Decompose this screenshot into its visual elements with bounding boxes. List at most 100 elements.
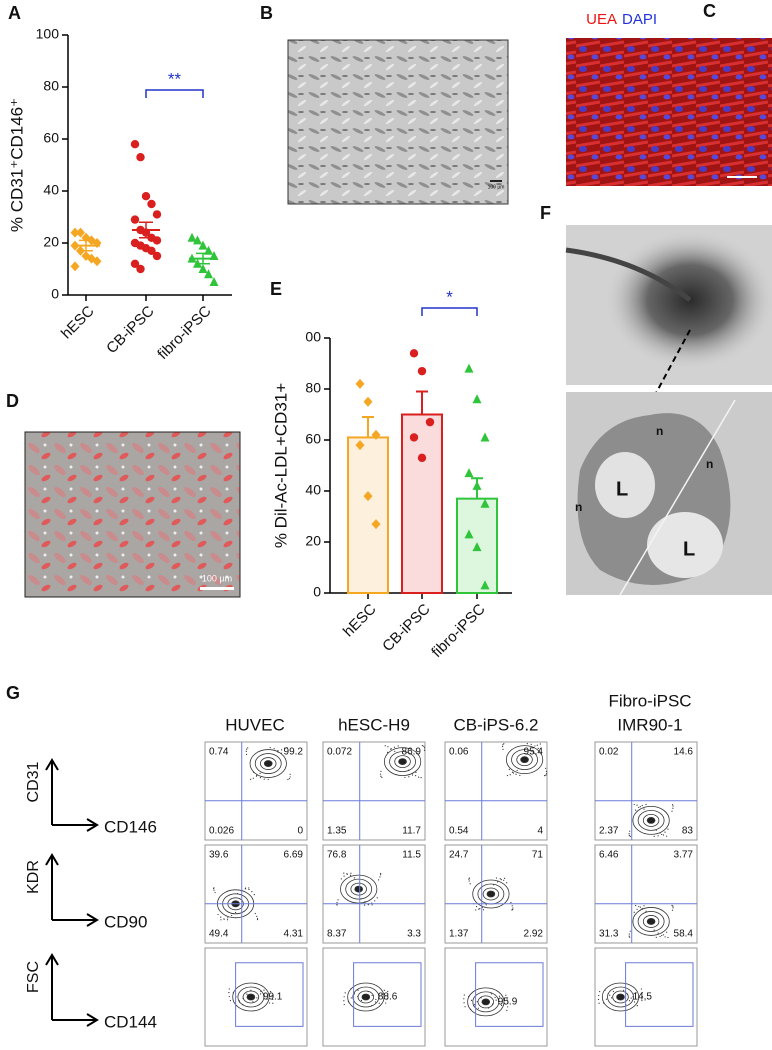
event-dot <box>259 772 261 774</box>
quadrant-value: 0.06 <box>449 747 469 758</box>
contour <box>350 882 367 896</box>
event-dot <box>512 907 514 909</box>
event-dot <box>629 835 631 837</box>
error-bar <box>196 252 210 265</box>
event-dot <box>639 806 641 808</box>
column-header: hESC-H9 <box>338 715 410 734</box>
event-dot <box>506 882 508 884</box>
panel-label: G <box>6 683 20 703</box>
event-dot <box>244 887 247 889</box>
event-dot <box>503 877 506 879</box>
quadrant-value: 0.54 <box>449 826 469 837</box>
panel-label: E <box>270 279 282 299</box>
event-dot <box>536 744 538 746</box>
point <box>130 215 140 224</box>
event-dot <box>494 996 496 999</box>
event-dot <box>380 770 382 772</box>
event-dot <box>477 1007 479 1009</box>
scale-label: 100 µm <box>488 184 505 190</box>
bar <box>401 413 443 594</box>
flow-plot <box>444 741 548 841</box>
quadrant-value: 0.74 <box>209 747 229 758</box>
event-dot <box>497 1000 500 1003</box>
gate-value: 95.9 <box>498 997 518 1008</box>
quadrant-value: 49.4 <box>209 929 229 940</box>
point <box>152 251 162 261</box>
event-dot <box>645 910 647 912</box>
point <box>464 468 474 478</box>
event-dot <box>469 883 471 885</box>
event-dot <box>470 999 473 1001</box>
event-dot <box>379 872 382 875</box>
y-marker: CD31 <box>25 761 42 802</box>
event-dot <box>529 749 531 752</box>
event-dot <box>381 993 383 995</box>
y-tick-label: 100 <box>36 26 60 42</box>
event-dot <box>630 997 632 999</box>
x-tick-label: hESC <box>340 600 380 640</box>
event-dot <box>641 992 643 994</box>
panel-label: B <box>260 3 273 23</box>
event-dot <box>623 989 625 991</box>
event-dot <box>237 892 239 895</box>
event-dot <box>418 776 420 778</box>
event-dot <box>629 930 631 932</box>
quadrant-value: 2.37 <box>599 826 619 837</box>
event-dot <box>655 829 657 831</box>
event-dot <box>667 828 669 830</box>
event-dot <box>463 1002 465 1004</box>
event-dot <box>511 905 513 907</box>
event-dot <box>628 834 630 837</box>
event-dot <box>245 753 248 755</box>
point <box>472 480 482 490</box>
y-tick-label: 40 <box>43 182 59 198</box>
event-dot <box>421 745 424 747</box>
event-dot <box>420 777 422 779</box>
event-dot <box>510 902 512 904</box>
event-dot <box>263 778 265 780</box>
event-dot <box>463 998 465 1000</box>
event-dot <box>657 932 659 934</box>
event-dot <box>266 998 268 1000</box>
event-dot <box>638 905 640 908</box>
event-dot <box>213 887 215 889</box>
event-dot <box>374 1001 377 1003</box>
event-dot <box>273 748 275 750</box>
y-tick-label: 00 <box>305 329 321 345</box>
event-dot <box>238 1001 241 1003</box>
contour <box>345 878 373 900</box>
quadrant-value: 71 <box>532 850 544 861</box>
event-dot <box>393 746 395 748</box>
event-dot <box>671 904 673 907</box>
event-dot <box>544 767 547 769</box>
event-dot <box>485 904 487 906</box>
stain-label: UEA <box>586 11 617 28</box>
event-dot <box>501 746 504 748</box>
event-dot <box>363 904 366 906</box>
panel-label: A <box>8 3 21 23</box>
event-dot <box>628 833 630 835</box>
event-dot <box>246 993 248 995</box>
event-dot <box>643 808 645 810</box>
error-bar <box>362 416 374 438</box>
event-dot <box>415 771 417 773</box>
quadrant-value: 14.6 <box>674 747 694 758</box>
event-dot <box>263 989 265 991</box>
event-dot <box>672 805 674 807</box>
error-bar <box>416 390 428 415</box>
event-dot <box>632 996 634 998</box>
event-dot <box>511 909 513 911</box>
event-dot <box>661 934 663 937</box>
quadrant-value: 8.37 <box>327 929 347 940</box>
event-dot <box>671 804 674 806</box>
event-dot <box>371 994 373 997</box>
significance: ** <box>168 69 182 88</box>
event-dot <box>534 745 536 747</box>
gate <box>625 962 694 1027</box>
event-dot <box>220 916 222 918</box>
event-dot <box>516 769 518 772</box>
point <box>480 580 490 590</box>
significance: * <box>446 287 453 306</box>
point <box>147 246 156 255</box>
event-dot <box>415 775 417 777</box>
